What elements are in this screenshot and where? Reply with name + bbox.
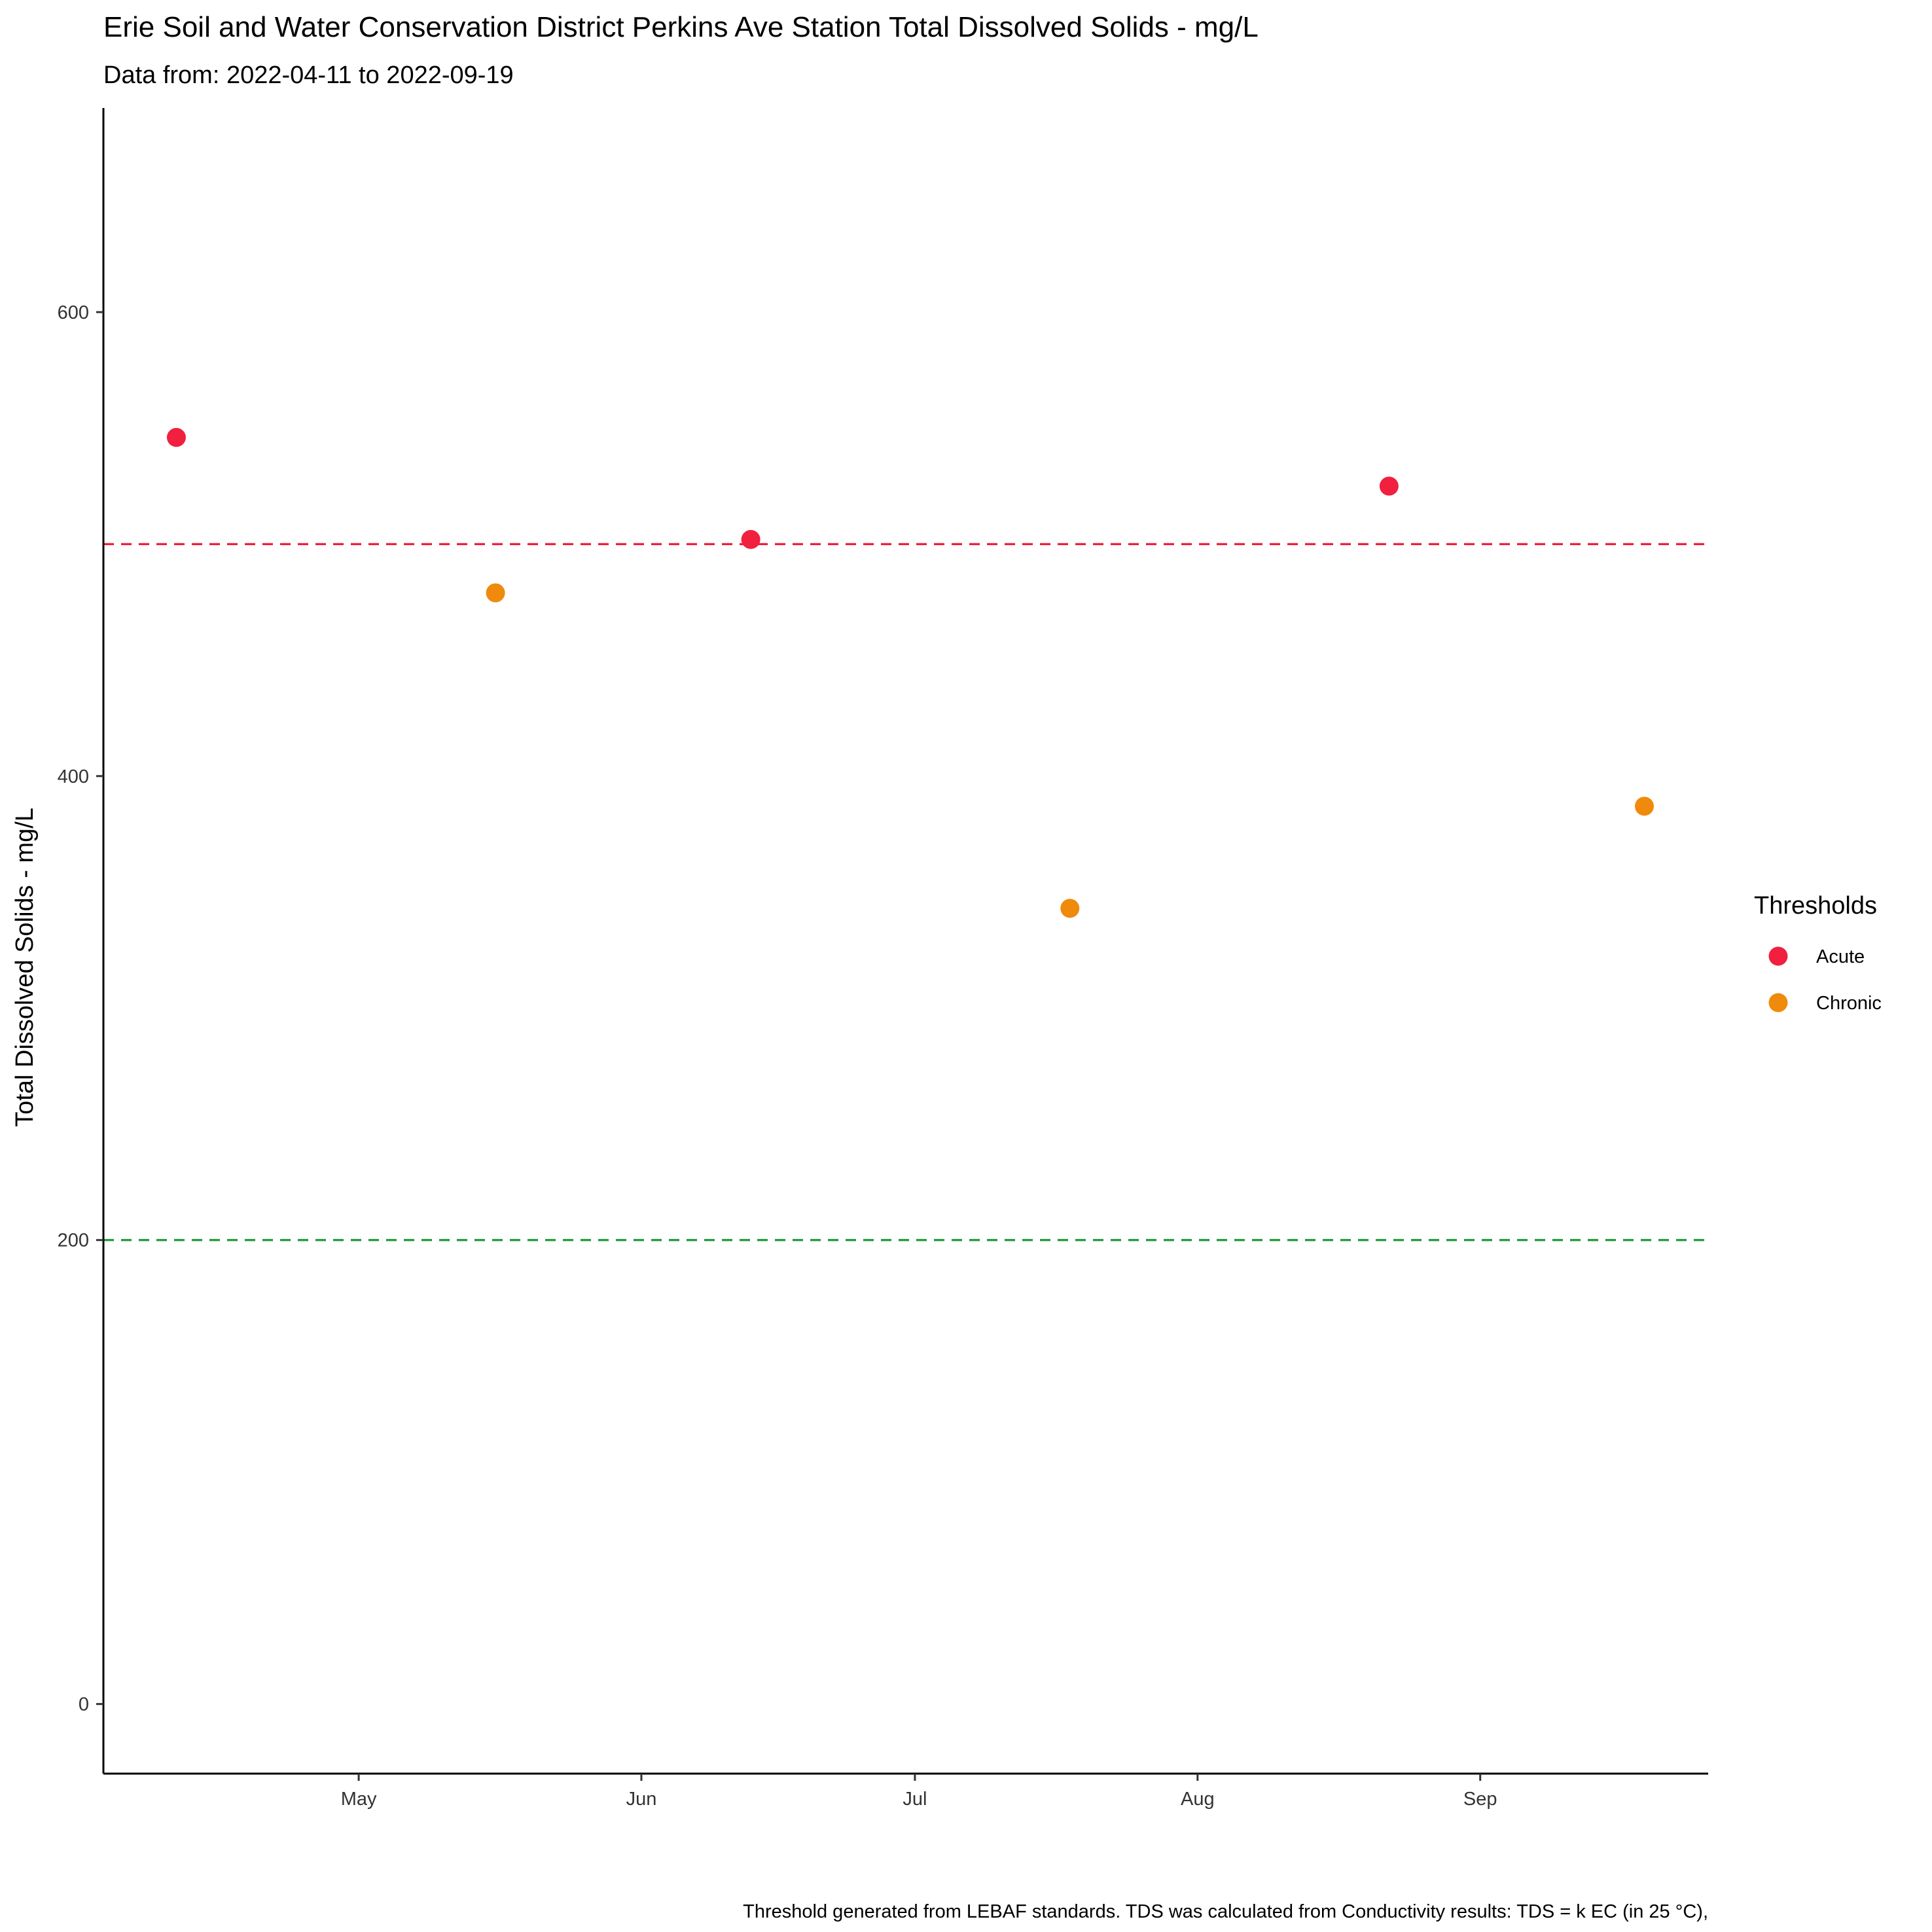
data-points — [166, 427, 1654, 918]
y-tick-label: 600 — [58, 302, 89, 323]
chart-caption: Threshold generated from LEBAF standards… — [743, 1901, 1708, 1922]
legend-items: Acute Chronic — [1768, 946, 1882, 1014]
x-tick-label: Aug — [1181, 1789, 1215, 1810]
data-point — [1060, 899, 1080, 918]
x-axis-ticks: May Jun Jul Aug Sep — [341, 1774, 1497, 1810]
reference-lines — [103, 543, 1708, 1242]
x-tick-label: Jul — [903, 1789, 927, 1810]
legend-key — [1768, 946, 1788, 966]
data-point — [1634, 796, 1654, 816]
data-point — [1379, 476, 1399, 496]
legend-label: Acute — [1816, 946, 1865, 967]
y-tick-label: 200 — [58, 1230, 89, 1251]
y-axis-ticks: 0 200 400 600 — [58, 302, 103, 1715]
x-tick-label: Sep — [1463, 1789, 1497, 1810]
x-tick-label: May — [341, 1789, 377, 1810]
y-tick-label: 400 — [58, 766, 89, 787]
y-axis-title: Total Dissolved Solids - mg/L — [11, 808, 39, 1127]
chart-subtitle: Data from: 2022-04-11 to 2022-09-19 — [103, 62, 514, 89]
data-point — [486, 583, 505, 603]
y-tick-label: 0 — [79, 1694, 89, 1715]
data-point — [741, 529, 760, 549]
legend-title: Thresholds — [1754, 892, 1877, 920]
data-point — [166, 427, 186, 447]
legend-label: Chronic — [1816, 993, 1882, 1014]
x-tick-label: Jun — [626, 1789, 657, 1810]
legend: Thresholds Acute Chronic — [1754, 892, 1882, 1014]
legend-key — [1768, 993, 1788, 1012]
chart-title: Erie Soil and Water Conservation Distric… — [103, 11, 1259, 43]
